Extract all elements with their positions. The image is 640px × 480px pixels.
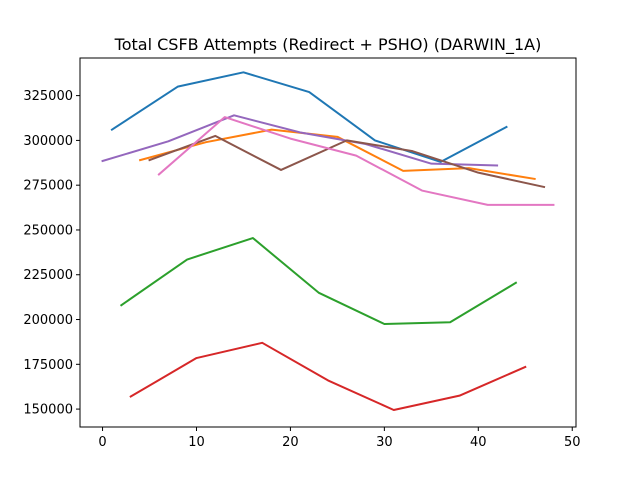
y-tick-label: 250000 [23,223,73,238]
series-line-4 [129,341,527,411]
y-tick-label: 275000 [23,179,73,194]
x-tick-label: 50 [564,435,581,450]
y-tick-label: 150000 [23,403,73,418]
axes-frame [79,57,577,428]
plot-area [101,71,555,411]
series-line-5 [101,114,499,167]
y-tick-label: 225000 [23,268,73,283]
x-axis: 0 10 20 30 40 50 [98,427,581,450]
x-tick-label: 10 [188,435,205,450]
y-tick-label: 325000 [23,89,73,104]
y-tick-label: 300000 [23,134,73,149]
y-tick-label: 175000 [23,358,73,373]
x-tick-label: 30 [376,435,393,450]
y-tick-label: 200000 [23,313,73,328]
x-tick-label: 40 [470,435,487,450]
series-line-3 [119,237,518,325]
x-tick-label: 20 [282,435,299,450]
series-line-7 [157,116,555,206]
series-line-1 [110,71,508,163]
series-line-2 [138,128,536,181]
series-line-6 [148,134,546,189]
x-tick-label: 0 [98,435,106,450]
chart-title: Total CSFB Attempts (Redirect + PSHO) (D… [114,35,542,55]
y-axis: 150000 175000 200000 225000 250000 275000 3000… [23,89,80,418]
